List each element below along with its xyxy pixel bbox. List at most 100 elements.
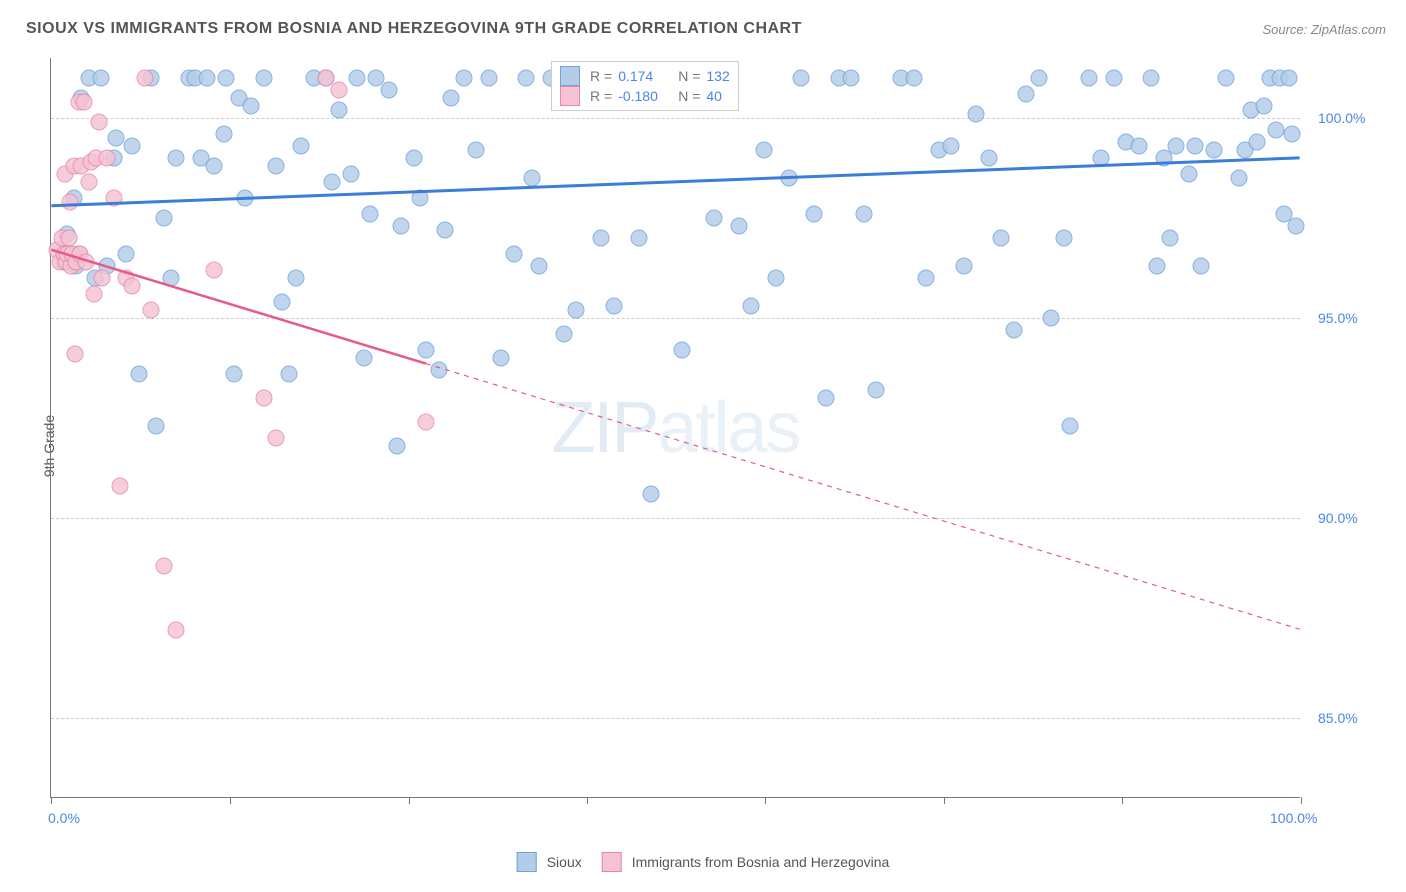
scatter-point: [1161, 230, 1178, 247]
scatter-point: [168, 622, 185, 639]
scatter-point: [1255, 98, 1272, 115]
scatter-point: [255, 70, 272, 87]
scatter-point: [743, 298, 760, 315]
scatter-point: [1249, 134, 1266, 151]
scatter-point: [405, 150, 422, 167]
scatter-point: [94, 270, 111, 287]
scatter-point: [108, 130, 125, 147]
x-tick: [230, 797, 231, 804]
legend-r-label: R =: [590, 68, 612, 84]
grid-line: [51, 518, 1300, 519]
scatter-point: [905, 70, 922, 87]
scatter-point: [443, 90, 460, 107]
chart-title: SIOUX VS IMMIGRANTS FROM BOSNIA AND HERZ…: [26, 20, 802, 38]
scatter-point: [430, 362, 447, 379]
scatter-point: [293, 138, 310, 155]
scatter-point: [225, 366, 242, 383]
scatter-point: [843, 70, 860, 87]
legend-swatch-icon: [602, 852, 622, 872]
scatter-point: [955, 258, 972, 275]
scatter-point: [280, 366, 297, 383]
scatter-point: [730, 218, 747, 235]
scatter-point: [243, 98, 260, 115]
scatter-point: [163, 270, 180, 287]
scatter-point: [1130, 138, 1147, 155]
scatter-point: [93, 70, 110, 87]
y-tick-label: 85.0%: [1318, 710, 1358, 726]
scatter-point: [330, 102, 347, 119]
scatter-point: [236, 190, 253, 207]
legend-n-label: N =: [678, 68, 700, 84]
source-name: ZipAtlas.com: [1311, 22, 1386, 37]
scatter-point: [1218, 70, 1235, 87]
scatter-point: [505, 246, 522, 263]
legend-swatch-icon: [560, 66, 580, 86]
legend-r-value: -0.180: [618, 88, 672, 104]
scatter-point: [768, 270, 785, 287]
scatter-point: [155, 558, 172, 575]
scatter-point: [1093, 150, 1110, 167]
scatter-point: [124, 278, 141, 295]
scatter-point: [1193, 258, 1210, 275]
scatter-point: [1205, 142, 1222, 159]
scatter-point: [1061, 418, 1078, 435]
scatter-point: [818, 390, 835, 407]
legend-label: Sioux: [547, 854, 582, 870]
scatter-point: [918, 270, 935, 287]
scatter-point: [288, 270, 305, 287]
scatter-point: [1186, 138, 1203, 155]
scatter-point: [868, 382, 885, 399]
scatter-point: [1284, 126, 1301, 143]
scatter-point: [268, 158, 285, 175]
scatter-point: [78, 254, 95, 271]
plot-area: ZIPatlasR = 0.174 N = 132R = -0.180 N = …: [50, 58, 1300, 798]
scatter-point: [168, 150, 185, 167]
scatter-point: [205, 262, 222, 279]
legend-r-value: 0.174: [618, 68, 672, 84]
scatter-point: [1030, 70, 1047, 87]
scatter-point: [411, 190, 428, 207]
scatter-point: [355, 350, 372, 367]
legend-item: Immigrants from Bosnia and Herzegovina: [602, 852, 890, 872]
scatter-point: [361, 206, 378, 223]
y-tick-label: 100.0%: [1318, 110, 1365, 126]
scatter-point: [143, 302, 160, 319]
scatter-point: [418, 414, 435, 431]
scatter-point: [805, 206, 822, 223]
scatter-point: [993, 230, 1010, 247]
legend-label: Immigrants from Bosnia and Herzegovina: [632, 854, 890, 870]
scatter-point: [148, 418, 165, 435]
scatter-point: [780, 170, 797, 187]
x-tick: [51, 797, 52, 804]
scatter-point: [274, 294, 291, 311]
x-tick: [944, 797, 945, 804]
scatter-point: [418, 342, 435, 359]
scatter-point: [674, 342, 691, 359]
regression-legend-row: R = -0.180 N = 40: [560, 86, 730, 106]
grid-line: [51, 118, 1300, 119]
legend-swatch-icon: [517, 852, 537, 872]
scatter-point: [455, 70, 472, 87]
scatter-point: [324, 174, 341, 191]
scatter-point: [524, 170, 541, 187]
scatter-point: [393, 218, 410, 235]
y-tick-label: 90.0%: [1318, 510, 1358, 526]
legend-n-value: 132: [706, 68, 729, 84]
scatter-point: [343, 166, 360, 183]
scatter-point: [130, 366, 147, 383]
bottom-legend: Sioux Immigrants from Bosnia and Herzegov…: [517, 852, 890, 872]
scatter-point: [593, 230, 610, 247]
scatter-point: [1043, 310, 1060, 327]
scatter-point: [61, 194, 78, 211]
scatter-point: [1149, 258, 1166, 275]
scatter-point: [943, 138, 960, 155]
scatter-point: [124, 138, 141, 155]
x-tick: [1122, 797, 1123, 804]
scatter-point: [643, 486, 660, 503]
scatter-point: [111, 478, 128, 495]
scatter-point: [1288, 218, 1305, 235]
scatter-point: [493, 350, 510, 367]
scatter-point: [1005, 322, 1022, 339]
scatter-point: [389, 438, 406, 455]
scatter-point: [630, 230, 647, 247]
